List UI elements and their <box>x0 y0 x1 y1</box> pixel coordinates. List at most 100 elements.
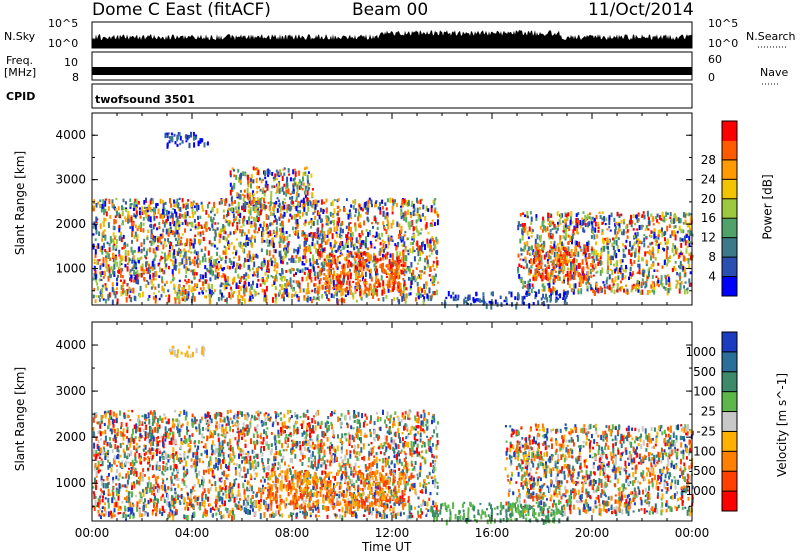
echo-cell <box>259 198 262 202</box>
echo-cell <box>683 273 686 278</box>
echo-cell <box>573 225 576 230</box>
echo-cell <box>518 263 521 267</box>
echo-cell <box>575 218 578 224</box>
echo-cell <box>348 252 351 258</box>
echo-cell <box>140 256 143 260</box>
echo-cell <box>578 241 581 248</box>
echo-cell <box>576 269 579 273</box>
echo-cell <box>354 214 357 217</box>
echo-cell <box>408 417 411 421</box>
cpid-label: CPID <box>6 90 36 103</box>
echo-cell <box>185 280 188 285</box>
echo-cell <box>681 238 684 242</box>
echo-cell <box>349 289 352 295</box>
echo-cell <box>141 263 144 268</box>
freq-unit-label: [MHz] <box>4 66 37 79</box>
echo-cell <box>254 238 256 243</box>
echo-cell <box>164 258 167 262</box>
echo-cell <box>644 228 647 231</box>
echo-cell <box>381 206 384 210</box>
echo-cell <box>181 288 184 294</box>
echo-cell <box>252 267 254 271</box>
echo-cell <box>285 231 288 235</box>
echo-cell <box>287 464 290 468</box>
echo-cell <box>396 286 399 291</box>
echo-cell <box>688 282 691 287</box>
echo-cell <box>112 240 115 246</box>
echo-cell <box>359 279 362 282</box>
echo-cell <box>522 224 525 231</box>
echo-cell <box>147 267 150 272</box>
echo-cell <box>284 283 287 287</box>
echo-cell <box>301 212 304 217</box>
echo-cell <box>263 280 266 283</box>
echo-cell <box>101 271 104 275</box>
echo-cell <box>256 431 259 434</box>
echo-cell <box>300 181 303 186</box>
echo-cell <box>221 267 224 271</box>
echo-cell <box>280 260 283 264</box>
echo-cell <box>397 233 400 239</box>
echo-cell <box>358 233 361 237</box>
echo-cell <box>275 274 277 279</box>
echo-cell <box>250 216 253 219</box>
echo-cell <box>665 253 668 260</box>
echo-cell <box>162 244 165 250</box>
echo-cell <box>173 283 176 288</box>
echo-cell <box>550 272 553 275</box>
echo-cell <box>328 227 331 232</box>
echo-cell <box>119 255 122 260</box>
echo-cell <box>280 276 283 282</box>
echo-cell <box>464 296 467 300</box>
echo-cell <box>414 275 416 278</box>
echo-cell <box>222 250 225 255</box>
echo-cell <box>391 273 393 280</box>
echo-cell <box>193 238 196 245</box>
echo-cell <box>652 247 655 253</box>
echo-cell <box>193 260 196 267</box>
echo-cell <box>187 291 190 296</box>
echo-cell <box>285 247 288 252</box>
echo-cell <box>549 255 552 260</box>
echo-cell <box>520 265 523 268</box>
echo-cell <box>194 211 197 215</box>
echo-cell <box>397 272 400 276</box>
echo-cell <box>105 287 108 291</box>
echo-cell <box>428 248 431 252</box>
echo-cell <box>361 413 364 419</box>
echo-cell <box>622 253 625 258</box>
echo-cell <box>150 279 153 285</box>
echo-cell <box>584 218 587 222</box>
echo-cell <box>322 277 325 281</box>
echo-cell <box>653 228 656 234</box>
echo-cell <box>583 218 586 223</box>
echo-cell <box>385 229 388 235</box>
echo-cell <box>386 215 389 219</box>
echo-cell <box>292 226 295 231</box>
echo-cell <box>132 279 135 283</box>
echo-cell <box>192 131 195 137</box>
echo-cell <box>229 208 232 211</box>
echo-cell <box>603 216 606 222</box>
echo-cell <box>652 231 655 234</box>
echo-cell <box>355 299 358 303</box>
echo-cell <box>567 234 570 238</box>
echo-cell <box>337 245 340 251</box>
echo-cell <box>305 276 308 282</box>
echo-cell <box>283 172 286 176</box>
echo-cell <box>393 268 396 274</box>
echo-cell <box>150 229 153 234</box>
echo-cell <box>391 279 394 282</box>
echo-cell <box>314 233 317 236</box>
echo-cell <box>675 285 678 289</box>
echo-cell <box>188 256 191 261</box>
echo-cell <box>324 285 327 289</box>
echo-cell <box>310 280 313 283</box>
echo-cell <box>591 268 594 272</box>
echo-cell <box>303 235 306 238</box>
echo-cell <box>112 238 114 243</box>
echo-cell <box>184 228 186 233</box>
echo-cell <box>585 275 588 278</box>
echo-cell <box>362 240 365 243</box>
echo-cell <box>117 494 120 501</box>
